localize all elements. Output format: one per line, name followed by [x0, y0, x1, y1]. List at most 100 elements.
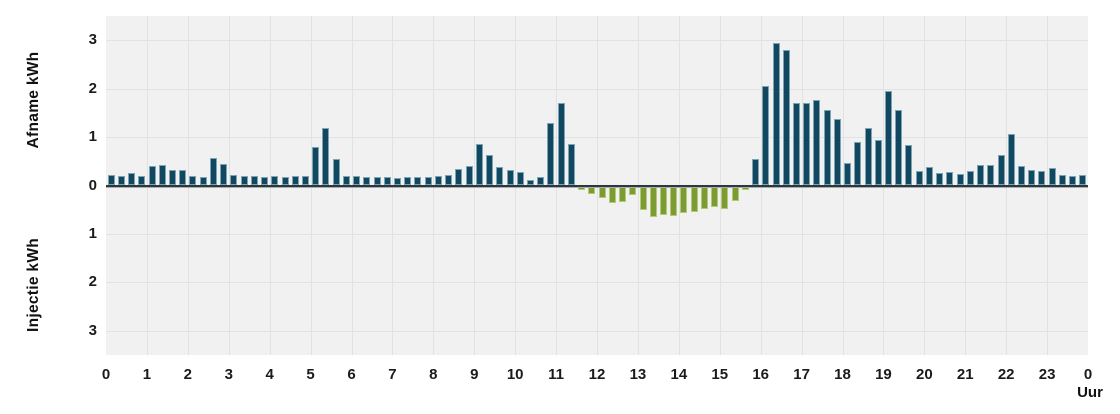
injectie-bar[interactable]: [700, 185, 708, 210]
x-tick-label: 12: [588, 366, 606, 383]
y-axis-title-afname: Afname kWh: [25, 51, 42, 149]
injectie-bar[interactable]: [639, 185, 647, 211]
afname-bar[interactable]: [987, 165, 995, 186]
x-tick-label: 14: [670, 366, 688, 383]
afname-bar[interactable]: [148, 166, 156, 186]
grid-line-horizontal: [106, 233, 1088, 235]
x-tick-label: 5: [306, 366, 315, 383]
afname-bar[interactable]: [803, 103, 811, 186]
x-tick-label: 2: [183, 366, 192, 383]
afname-bar[interactable]: [844, 162, 852, 186]
afname-bar[interactable]: [752, 158, 760, 186]
x-tick-label: 21: [956, 366, 974, 383]
afname-bar[interactable]: [332, 158, 340, 186]
afname-bar[interactable]: [925, 167, 933, 186]
afname-bar[interactable]: [547, 122, 555, 186]
grid-line-horizontal: [106, 282, 1088, 284]
afname-bar[interactable]: [1018, 166, 1025, 186]
x-tick-label: 11: [548, 366, 564, 383]
afname-bar[interactable]: [158, 165, 166, 186]
afname-bar[interactable]: [557, 103, 565, 186]
x-tick-label: 19: [875, 366, 892, 383]
afname-bar[interactable]: [915, 170, 923, 186]
afname-bar[interactable]: [762, 85, 770, 186]
y-tick-label-afname: 2: [88, 79, 97, 97]
x-tick-label: 8: [429, 366, 438, 383]
afname-bar[interactable]: [864, 127, 872, 186]
y-tick-label-injectie: 1: [88, 224, 97, 242]
x-axis-unit-label: Uur: [1077, 384, 1103, 401]
x-tick-label: 7: [388, 366, 397, 383]
afname-bar[interactable]: [486, 154, 494, 186]
x-tick-label: 3: [224, 366, 233, 383]
afname-bar[interactable]: [455, 168, 463, 186]
afname-bar[interactable]: [567, 144, 575, 186]
afname-bar[interactable]: [997, 154, 1005, 186]
injectie-bar[interactable]: [680, 185, 688, 213]
x-tick-label: 0: [1083, 366, 1093, 383]
afname-bar[interactable]: [977, 165, 985, 186]
afname-bar[interactable]: [465, 166, 473, 186]
injectie-bar[interactable]: [608, 185, 616, 204]
afname-bar[interactable]: [874, 140, 882, 186]
x-tick-label: 23: [1038, 366, 1056, 383]
afname-bar[interactable]: [168, 170, 176, 186]
afname-bar[interactable]: [782, 49, 790, 186]
x-tick-label: 10: [506, 366, 524, 383]
injectie-bar[interactable]: [731, 185, 739, 202]
injectie-bar[interactable]: [659, 185, 667, 215]
afname-bar[interactable]: [496, 167, 504, 186]
afname-bar[interactable]: [966, 170, 974, 186]
y-tick-label-injectie: 2: [88, 273, 97, 291]
afname-bar[interactable]: [792, 103, 800, 186]
afname-bar[interactable]: [946, 171, 954, 186]
afname-bar[interactable]: [475, 143, 483, 186]
x-tick-label: 15: [711, 366, 729, 383]
injectie-bar[interactable]: [670, 185, 678, 216]
x-tick-label: 1: [142, 366, 152, 383]
afname-bar[interactable]: [1007, 134, 1015, 186]
x-tick-label: 22: [997, 366, 1015, 383]
afname-bar[interactable]: [179, 170, 187, 186]
afname-bar[interactable]: [823, 110, 831, 186]
y-tick-label-injectie: 3: [88, 321, 97, 339]
injectie-bar[interactable]: [649, 185, 657, 217]
afname-bar[interactable]: [772, 42, 780, 186]
afname-bar[interactable]: [905, 145, 913, 186]
afname-bar[interactable]: [1048, 167, 1056, 186]
afname-bar[interactable]: [1038, 170, 1046, 186]
afname-bar[interactable]: [220, 164, 228, 186]
afname-bar[interactable]: [312, 147, 320, 186]
y-axis-title-injectie: Injectie kWh: [25, 237, 42, 333]
afname-bar[interactable]: [854, 141, 862, 186]
x-tick-label: 18: [834, 366, 851, 383]
grid-line-horizontal: [106, 88, 1088, 90]
grid-line-horizontal: [106, 137, 1088, 139]
injectie-bar[interactable]: [711, 185, 719, 208]
x-tick-label: 6: [347, 366, 356, 383]
x-tick-label: 0: [101, 366, 111, 383]
grid-line-horizontal: [106, 40, 1088, 42]
y-tick-label-afname: 0: [88, 176, 97, 194]
plot-area: [106, 16, 1088, 355]
injectie-bar[interactable]: [690, 185, 698, 213]
afname-bar[interactable]: [506, 170, 514, 186]
x-tick-label: 9: [470, 366, 479, 383]
x-tick-label: 4: [265, 366, 274, 383]
y-tick-label-afname: 3: [88, 31, 97, 49]
afname-bar[interactable]: [322, 128, 330, 186]
afname-bar[interactable]: [516, 171, 524, 186]
afname-bar[interactable]: [885, 91, 893, 186]
afname-bar[interactable]: [895, 109, 903, 186]
y-tick-label-afname: 1: [88, 128, 97, 146]
x-tick-label: 13: [629, 366, 647, 383]
x-tick-label: 17: [793, 366, 810, 383]
afname-bar[interactable]: [209, 157, 217, 186]
injectie-bar[interactable]: [721, 185, 729, 210]
injectie-bar[interactable]: [619, 185, 627, 203]
grid-line-horizontal: [106, 330, 1088, 332]
afname-bar[interactable]: [813, 99, 821, 186]
afname-bar[interactable]: [1028, 169, 1036, 186]
afname-bar[interactable]: [833, 118, 841, 186]
